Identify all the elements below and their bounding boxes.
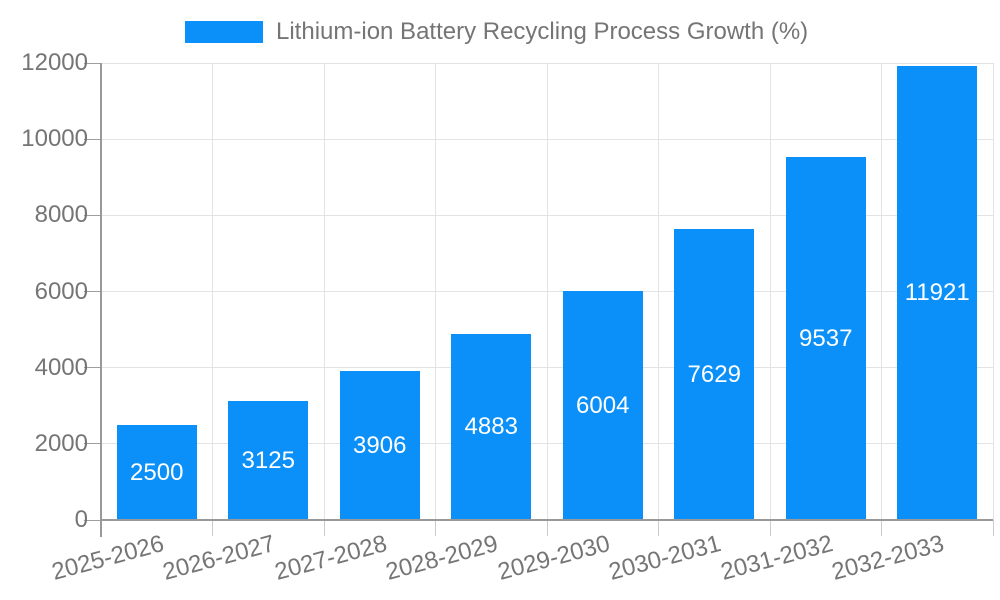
x-tick — [546, 520, 548, 536]
legend-label: Lithium-ion Battery Recycling Process Gr… — [276, 18, 809, 45]
x-gridline — [435, 63, 436, 520]
y-tick — [84, 367, 101, 369]
bar-value-label: 6004 — [576, 391, 630, 419]
y-tick — [84, 214, 101, 216]
x-gridline — [546, 63, 548, 520]
y-axis-tick-label: 8000 — [34, 201, 88, 229]
bar: 4883 — [451, 334, 532, 520]
x-gridline — [769, 63, 771, 520]
bar-value-label: 7629 — [687, 360, 741, 388]
y-axis-tick-label: 6000 — [34, 277, 88, 305]
y-tick — [84, 138, 101, 140]
bar-value-label: 3125 — [241, 446, 295, 474]
y-axis-tick-label: 12000 — [21, 49, 88, 76]
x-axis-tick-label: 2026-2027 — [160, 530, 279, 586]
x-tick — [212, 520, 213, 536]
bar: 7629 — [674, 229, 755, 520]
y-axis-line — [100, 63, 102, 537]
bar: 6004 — [562, 291, 643, 520]
bar-value-label: 3906 — [353, 431, 407, 459]
x-tick — [992, 520, 994, 536]
bar: 11921 — [897, 66, 978, 520]
y-tick — [84, 519, 101, 521]
legend: Lithium-ion Battery Recycling Process Gr… — [185, 18, 808, 46]
x-axis-tick-label: 2025-2026 — [48, 530, 167, 586]
x-gridline — [323, 63, 325, 520]
y-axis-tick-label: 4000 — [34, 353, 88, 381]
x-axis-line — [101, 519, 993, 521]
x-tick — [881, 520, 882, 536]
bar: 9537 — [785, 157, 866, 520]
y-tick — [84, 291, 101, 292]
x-tick — [435, 520, 436, 536]
y-axis-tick-label: 2000 — [34, 429, 88, 457]
bar-value-label: 4883 — [464, 413, 518, 440]
y-tick — [84, 62, 101, 64]
bar: 3125 — [228, 401, 309, 520]
x-axis-tick-label: 2028-2029 — [383, 530, 502, 586]
x-tick — [323, 520, 325, 536]
x-tick — [769, 520, 771, 536]
bar-value-label: 2500 — [130, 458, 184, 486]
y-tick — [84, 443, 101, 445]
legend-swatch — [185, 21, 263, 43]
bar: 3906 — [339, 371, 420, 520]
x-axis-tick-label: 2030-2031 — [606, 530, 725, 586]
x-axis-tick-label: 2029-2030 — [494, 530, 613, 586]
x-axis-tick-label: 2031-2032 — [717, 530, 836, 586]
x-gridline — [992, 63, 994, 520]
x-axis-tick-label: 2032-2033 — [829, 530, 948, 586]
bar-value-label: 11921 — [904, 279, 970, 306]
x-gridline — [658, 63, 659, 520]
x-gridline — [212, 63, 213, 520]
x-tick — [658, 520, 659, 536]
bar: 2500 — [116, 425, 197, 520]
bar-value-label: 9537 — [799, 324, 853, 352]
y-axis-tick-label: 0 — [74, 506, 88, 533]
y-axis-tick-label: 10000 — [21, 125, 88, 153]
x-axis-tick-label: 2027-2028 — [271, 530, 390, 586]
x-gridline — [881, 63, 882, 520]
